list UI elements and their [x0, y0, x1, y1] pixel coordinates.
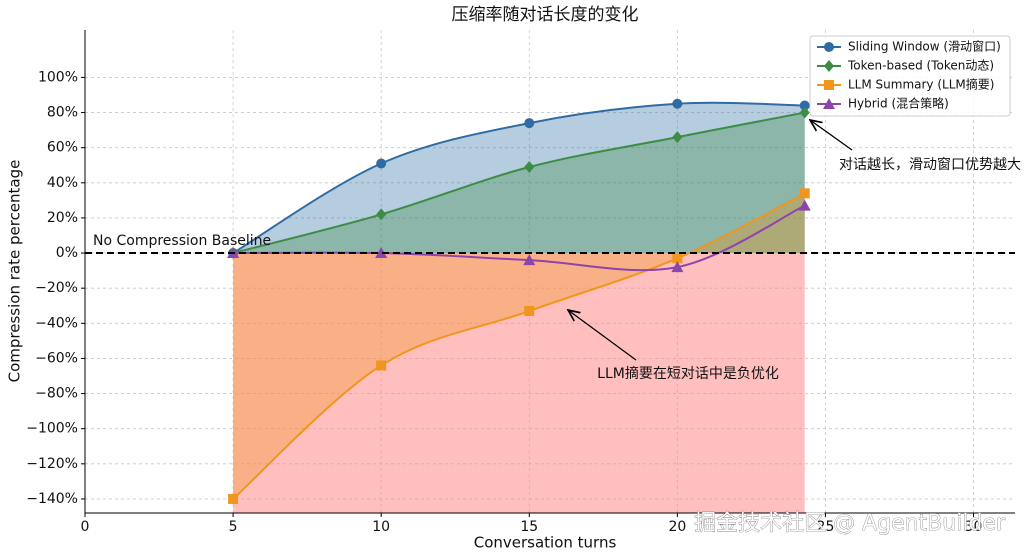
annotation-arrow	[568, 310, 637, 361]
negative-region	[233, 253, 805, 514]
point	[799, 100, 810, 111]
x-tick-label: 15	[520, 519, 538, 535]
point	[376, 360, 387, 371]
legend-label: Sliding Window (滑动窗口)	[848, 40, 1001, 54]
x-tick-label: 20	[668, 519, 686, 535]
point	[524, 118, 535, 129]
line	[232, 192, 806, 500]
point	[375, 247, 388, 259]
point	[798, 199, 811, 211]
point	[671, 261, 684, 273]
y-tick-label: −100%	[26, 421, 78, 437]
point	[523, 254, 536, 266]
x-tick-label: 30	[965, 519, 983, 535]
y-axis-label: Compression rate percentage	[6, 160, 24, 383]
point	[228, 493, 239, 504]
point	[376, 158, 387, 169]
point	[799, 188, 810, 199]
legend-box	[809, 35, 1011, 117]
legend-label: LLM Summary (LLM摘要)	[848, 77, 994, 92]
legend: Sliding Window (滑动窗口) Token-based (Token动…	[809, 35, 1011, 117]
point	[672, 98, 683, 109]
legend-marker	[823, 98, 835, 109]
legend-marker	[824, 80, 834, 90]
y-tick-label: −40%	[35, 315, 78, 331]
y-tick-label: 20%	[47, 210, 78, 226]
legend-marker	[824, 60, 834, 72]
point	[799, 106, 810, 119]
legend-label: Token-based (Token动态)	[847, 59, 994, 73]
point	[672, 131, 683, 144]
point	[376, 208, 387, 221]
y-tick-label: −20%	[35, 280, 78, 296]
chart-title: 压缩率随对话长度的变化	[452, 5, 639, 25]
point	[524, 160, 535, 173]
y-tick-label: 40%	[47, 175, 78, 191]
watermark: 掘金技术社区 @ AgentBuilder	[694, 511, 1006, 536]
x-tick-label: 25	[817, 519, 835, 535]
x-axis-label: Conversation turns	[474, 534, 617, 552]
y-tick-label: −60%	[35, 350, 78, 366]
legend-label: Hybrid (混合策略)	[848, 96, 949, 111]
area	[233, 112, 805, 254]
point	[524, 306, 535, 317]
y-tick-label: 60%	[47, 140, 78, 156]
y-tick-label: −80%	[35, 386, 78, 402]
annotation: 对话越长，滑动窗口优势越大	[839, 156, 1021, 173]
y-tick-label: 100%	[38, 69, 78, 85]
x-tick-label: 10	[372, 519, 390, 535]
annotation-arrow	[810, 120, 853, 151]
x-tick-label: 5	[229, 519, 238, 535]
y-tick-label: 0%	[56, 245, 78, 261]
y-tick-label: −120%	[26, 456, 78, 472]
y-tick-label: −140%	[26, 491, 78, 507]
baseline-label: No Compression Baseline	[93, 233, 271, 249]
legend-marker	[824, 42, 834, 52]
y-tick-label: 80%	[47, 105, 78, 121]
area	[233, 193, 805, 499]
annotation: LLM摘要在短对话中是负优化	[597, 365, 779, 382]
x-tick-label: 0	[81, 519, 90, 535]
point	[672, 253, 683, 264]
